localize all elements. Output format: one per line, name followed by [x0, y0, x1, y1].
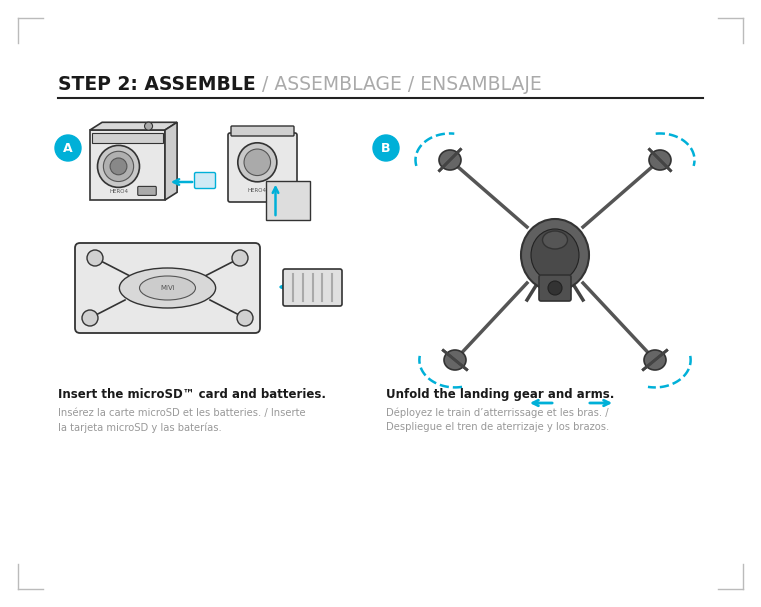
Circle shape — [237, 143, 277, 182]
FancyBboxPatch shape — [75, 243, 260, 333]
Text: Insérez la carte microSD et les batteries. / Inserte
la tarjeta microSD y las ba: Insérez la carte microSD et les batterie… — [58, 408, 306, 433]
Ellipse shape — [649, 150, 671, 170]
Circle shape — [145, 122, 152, 130]
Text: MiVi: MiVi — [160, 285, 175, 291]
Polygon shape — [165, 122, 177, 200]
Text: Déployez le train d’atterrissage et les bras. /
Despliegue el tren de aterrizaje: Déployez le train d’atterrissage et les … — [386, 408, 610, 433]
Text: B: B — [381, 141, 390, 155]
FancyBboxPatch shape — [228, 133, 297, 202]
Circle shape — [237, 310, 253, 326]
Circle shape — [87, 250, 103, 266]
FancyBboxPatch shape — [231, 126, 294, 136]
Polygon shape — [90, 130, 165, 200]
Text: / ASSEMBLAGE / ENSAMBLAJE: / ASSEMBLAGE / ENSAMBLAJE — [256, 75, 541, 94]
FancyBboxPatch shape — [283, 269, 342, 306]
Circle shape — [373, 135, 399, 161]
Circle shape — [548, 281, 562, 295]
Ellipse shape — [139, 276, 196, 300]
Text: HERO4: HERO4 — [109, 189, 128, 194]
Text: Unfold the landing gear and arms.: Unfold the landing gear and arms. — [386, 388, 614, 401]
Ellipse shape — [439, 150, 461, 170]
Circle shape — [97, 146, 139, 188]
FancyBboxPatch shape — [539, 275, 571, 301]
Polygon shape — [90, 122, 177, 130]
Ellipse shape — [644, 350, 666, 370]
Ellipse shape — [119, 268, 215, 308]
Text: HERO4: HERO4 — [248, 188, 267, 193]
FancyBboxPatch shape — [138, 186, 156, 195]
FancyBboxPatch shape — [195, 172, 215, 189]
Circle shape — [232, 250, 248, 266]
Circle shape — [244, 149, 271, 175]
Ellipse shape — [521, 219, 589, 291]
Circle shape — [55, 135, 81, 161]
Text: Insert the microSD™ card and batteries.: Insert the microSD™ card and batteries. — [58, 388, 326, 401]
Circle shape — [110, 158, 127, 175]
Ellipse shape — [531, 229, 579, 281]
Polygon shape — [92, 133, 163, 143]
Circle shape — [82, 310, 98, 326]
Circle shape — [103, 151, 134, 181]
Text: STEP 2: ASSEMBLE: STEP 2: ASSEMBLE — [58, 75, 256, 94]
Text: A: A — [63, 141, 73, 155]
Ellipse shape — [543, 231, 568, 249]
Ellipse shape — [444, 350, 466, 370]
Polygon shape — [266, 180, 310, 220]
